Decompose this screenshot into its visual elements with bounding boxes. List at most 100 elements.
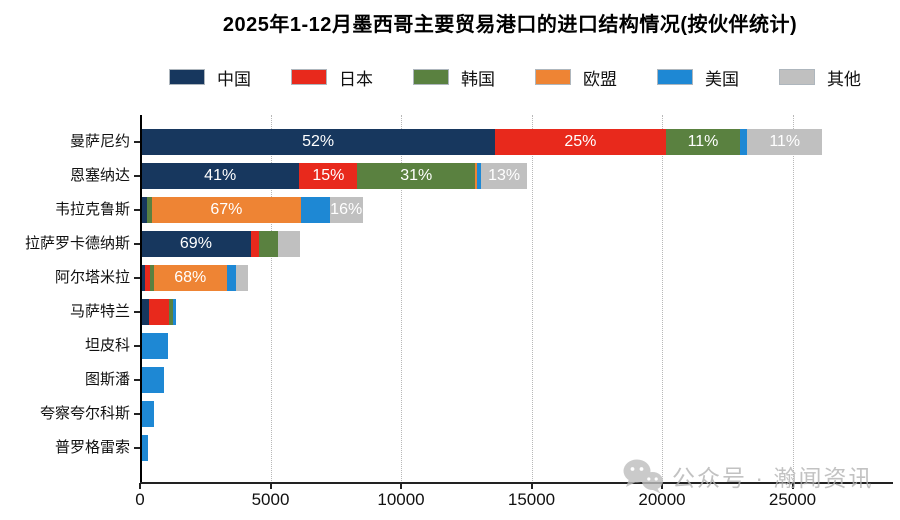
bar-segment-日本: 25% [495,129,666,155]
x-axis-label-20000: 20000 [638,490,686,509]
legend-swatch [779,69,815,85]
legend-item-2: 日本 [291,65,373,90]
legend-label: 日本 [339,69,373,89]
x-axis-label-10000: 10000 [377,490,425,509]
bar-segment-美国 [300,197,330,223]
chart-title: 2025年1-12月墨西哥主要贸易港口的进口结构情况(按伙伴统计) [222,14,798,36]
legend-item-4: 欧盟 [535,65,617,90]
bar-segment-日本 [149,299,170,325]
segment-value-label: 41% [204,167,237,184]
y-tick [134,311,140,313]
x-axis-label-15000: 15000 [507,490,556,509]
y-axis-label-拉萨罗卡德纳斯: 拉萨罗卡德纳斯 [24,235,130,252]
bar-segment-韩国: 31% [357,163,476,189]
bar-segment-其他: 16% [329,197,363,223]
legend-swatch [413,69,449,85]
y-tick [134,447,140,449]
bar-segment-其他: 11% [747,129,823,155]
segment-value-label: 52% [302,133,335,150]
x-tick [791,483,794,489]
bar-row-恩塞纳达: 41% 15% 31% 13% [140,163,893,189]
bar-segment-美国 [477,163,481,189]
bar-segment-日本 [145,265,150,291]
bar-row-夸察夸尔科斯 [140,401,893,427]
bar-segment-中国 [141,299,150,325]
y-axis-label-恩塞纳达: 恩塞纳达 [69,167,130,184]
gridline-5000 [270,115,272,483]
y-tick [134,413,140,415]
legend-swatch [291,69,327,85]
bar-row-坦皮科 [140,333,893,359]
segment-value-label: 13% [488,167,521,184]
x-axis-line [140,482,893,484]
legend-swatch [169,69,205,85]
bar-row-阿尔塔米拉: 68% [140,265,893,291]
y-axis-line [140,115,142,483]
legend-label: 欧盟 [583,69,617,89]
bar-segment-美国 [141,401,155,427]
bar-segment-中国 [141,265,146,291]
x-axis-label-25000: 25000 [768,490,817,509]
bar-segment-韩国 [149,265,154,291]
x-tick [530,483,533,489]
legend-label: 中国 [217,69,251,89]
x-tick [139,483,141,489]
y-tick [134,175,140,177]
segment-value-label: 15% [312,167,345,184]
bar-segment-欧盟: 68% [153,265,227,291]
bar-row-拉萨罗卡德纳斯: 69% [140,231,893,257]
bar-segment-韩国: 11% [665,129,741,155]
bar-row-普罗格雷索 [140,435,893,461]
legend-swatch [657,69,693,85]
legend-label: 其他 [827,69,861,89]
wechat-icon [623,459,663,494]
x-tick [400,483,402,489]
bar-segment-美国 [740,129,748,155]
bar-segment-中国 [141,197,147,223]
x-tick [269,483,272,489]
segment-value-label: 68% [174,269,207,286]
legend-item-1: 中国 [169,65,251,90]
legend-label: 韩国 [461,69,495,89]
bar-segment-韩国 [146,197,153,223]
legend-label: 美国 [705,69,739,89]
segment-value-label: 25% [564,133,597,150]
y-axis-label-夸察夸尔科斯: 夸察夸尔科斯 [39,405,130,422]
y-axis-label-韦拉克鲁斯: 韦拉克鲁斯 [54,201,130,218]
gridline-15000 [531,115,533,483]
y-tick [134,141,140,143]
bar-segment-欧盟 [475,163,478,189]
gridline-10000 [401,115,402,483]
legend: 中国 日本 韩国 欧盟 美国 其他 [130,64,900,90]
segment-value-label: 11% [769,133,801,150]
bar-segment-美国 [141,367,165,393]
bar-row-曼萨尼约: 52% 25% 11% 11% [140,129,893,155]
segment-value-label: 16% [330,201,363,218]
bar-segment-韩国 [169,299,174,325]
x-tick [661,483,663,489]
bar-segment-日本 [250,231,259,257]
bar-segment-中国: 41% [141,163,300,189]
segment-value-label: 31% [400,167,433,184]
y-axis-label-阿尔塔米拉: 阿尔塔米拉 [54,269,130,286]
bar-row-马萨特兰 [140,299,893,325]
bar-segment-美国 [226,265,237,291]
legend-item-3: 韩国 [413,65,495,90]
x-axis-label-0: 0 [135,490,145,509]
y-tick [134,345,140,347]
legend-item-5: 美国 [657,65,739,90]
watermark-text: 公众号 · 瀚闻资讯 [672,465,874,491]
bar-segment-其他 [277,231,301,257]
segment-value-label: 11% [687,133,719,150]
x-axis-label-5000: 5000 [251,490,290,509]
bar-segment-中国: 69% [141,231,251,257]
y-tick [134,243,140,245]
plot-area: 52% 25% 11% 11% 41% 15% 31% 13% 67% 16% 69% 68% [140,115,893,484]
bar-row-图斯潘 [140,367,893,393]
y-tick [134,209,140,211]
bar-segment-中国: 52% [141,129,496,155]
bar-segment-其他: 13% [480,163,528,189]
segment-value-label: 69% [179,235,212,252]
y-axis-label-普罗格雷索: 普罗格雷索 [54,439,130,456]
